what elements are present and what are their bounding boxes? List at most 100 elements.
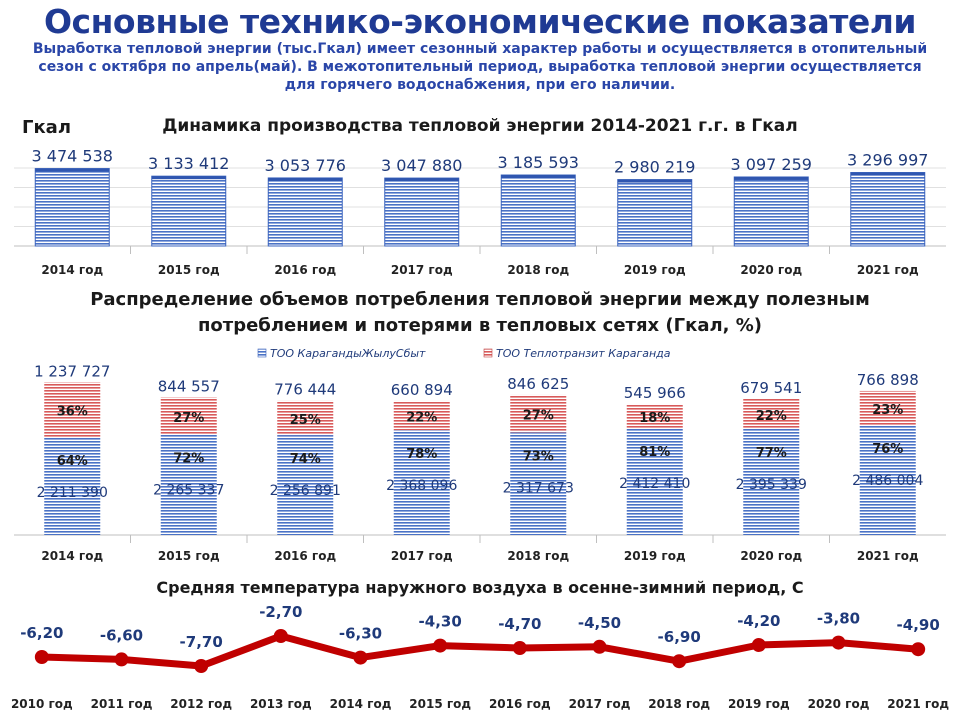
- tick-label: 2015 год: [158, 549, 220, 563]
- percent-label: 73%: [523, 449, 554, 464]
- percent-label: 36%: [57, 405, 88, 420]
- bar-top: [850, 172, 925, 176]
- bar-segment-utility: [160, 434, 217, 535]
- chart3-temperature: -6,20 2010 год -6,60 2011 год -7,70 2012 год -…: [11, 603, 949, 711]
- data-label: -6,60: [100, 626, 143, 644]
- series-line: [41, 632, 919, 670]
- data-label: 2 395 339: [736, 477, 807, 493]
- tick-label: 2016 год: [489, 697, 551, 711]
- data-label: 2 368 096: [386, 478, 457, 494]
- subtitle-line: сезон с октября по апрель(май). В межото…: [38, 59, 922, 75]
- data-label: 3 097 259: [731, 155, 812, 174]
- bar-top: [268, 177, 343, 181]
- percent-label: 81%: [639, 445, 670, 460]
- data-label: 766 898: [857, 371, 919, 389]
- tick-label: 2015 год: [409, 697, 471, 711]
- bar-segment-losses: [743, 398, 800, 429]
- legend-swatch: [257, 348, 267, 358]
- chart1-production: 3 474 538 2014 год 3 133 412 2015 год 3 053 …: [14, 147, 946, 277]
- data-label: 2 211 390: [37, 485, 108, 501]
- chart2-title: Распределение объемов потребления теплов…: [0, 287, 960, 339]
- data-point: [672, 654, 687, 669]
- data-label: 3 047 880: [381, 156, 462, 175]
- tick-label: 2014 год: [41, 549, 103, 563]
- data-label: 3 474 538: [32, 147, 113, 166]
- percent-label: 27%: [523, 409, 554, 424]
- data-label: 2 317 673: [503, 480, 574, 496]
- tick-label: 2010 год: [11, 697, 73, 711]
- tick-label: 2014 год: [41, 263, 103, 277]
- bar-segment-losses: [160, 397, 217, 435]
- tick-label: 2017 год: [391, 549, 453, 563]
- bar: [34, 168, 110, 247]
- tick-label: 2015 год: [158, 263, 220, 277]
- subtitle-line: Выработка тепловой энергии (тыс.Гкал) им…: [32, 41, 928, 57]
- chart1-title: Динамика производства тепловой энергии 2…: [162, 116, 798, 136]
- tick-label: 2020 год: [740, 263, 802, 277]
- tick-label: 2018 год: [507, 263, 569, 277]
- bar-segment-losses: [393, 400, 450, 431]
- bar-segment-losses: [510, 394, 567, 433]
- tick-label: 2021 год: [857, 263, 919, 277]
- tick-label: 2019 год: [624, 549, 686, 563]
- data-label: 846 625: [507, 375, 569, 393]
- tick-label: 2016 год: [274, 263, 336, 277]
- bar: [850, 172, 926, 247]
- tick-label: 2020 год: [740, 549, 802, 563]
- page-subtitle: Выработка тепловой энергии (тыс.Гкал) им…: [20, 40, 940, 94]
- data-label: -4,70: [498, 615, 541, 633]
- bar-top: [501, 175, 576, 179]
- data-label: 1 237 727: [34, 362, 110, 380]
- data-label: 2 980 219: [614, 158, 695, 177]
- data-point: [114, 652, 129, 667]
- data-label: 2 412 410: [619, 476, 690, 492]
- bar: [500, 174, 576, 247]
- bar-segment-utility: [510, 432, 567, 535]
- bar-segment-utility: [44, 437, 101, 535]
- bar-top: [384, 178, 459, 182]
- tick-label: 2018 год: [648, 697, 710, 711]
- bar-segment-losses: [859, 390, 916, 425]
- bar-segment-losses: [626, 403, 683, 429]
- page-title: Основные технико-экономические показател…: [43, 2, 917, 41]
- bar-segment-utility: [277, 435, 334, 535]
- bar-segment-utility: [393, 430, 450, 535]
- tick-label: 2021 год: [857, 549, 919, 563]
- data-label: 3 053 776: [265, 156, 346, 175]
- bar-top: [35, 168, 110, 172]
- bar: [151, 175, 227, 247]
- data-label: 3 296 997: [847, 151, 928, 170]
- data-label: 660 894: [391, 381, 453, 399]
- bar-top: [734, 176, 809, 180]
- bar-top: [151, 176, 226, 180]
- data-point: [353, 650, 368, 665]
- tick-label: 2021 год: [887, 697, 949, 711]
- subtitle-line: для горячего водоснабжения, при его нали…: [284, 77, 676, 93]
- chart2-distribution: ТОО КарагандыЖылуСбыт ТОО Теплотранзит Ка…: [14, 347, 946, 563]
- data-label: 679 541: [740, 379, 802, 397]
- percent-label: 74%: [290, 452, 321, 467]
- percent-label: 22%: [406, 410, 437, 425]
- tick-label: 2017 год: [391, 263, 453, 277]
- tick-label: 2012 год: [170, 697, 232, 711]
- tick-label: 2018 год: [507, 549, 569, 563]
- percent-label: 76%: [872, 442, 903, 457]
- tick-label: 2017 год: [569, 697, 631, 711]
- tick-label: 2016 год: [274, 549, 336, 563]
- data-point: [592, 639, 607, 654]
- legend-swatch: [483, 348, 493, 358]
- data-label: -6,30: [339, 625, 382, 643]
- tick-label: 2014 год: [330, 697, 392, 711]
- bar-segment-losses: [44, 382, 101, 438]
- data-point: [273, 629, 288, 643]
- tick-label: 2020 год: [808, 697, 870, 711]
- percent-label: 18%: [639, 411, 670, 426]
- data-point: [831, 635, 846, 650]
- data-label: 3 185 593: [498, 153, 579, 172]
- bar: [617, 179, 693, 247]
- bar: [733, 176, 809, 247]
- bar: [384, 177, 460, 247]
- chart3-title: Средняя температура наружного воздуха в …: [156, 578, 804, 597]
- percent-label: 25%: [290, 413, 321, 428]
